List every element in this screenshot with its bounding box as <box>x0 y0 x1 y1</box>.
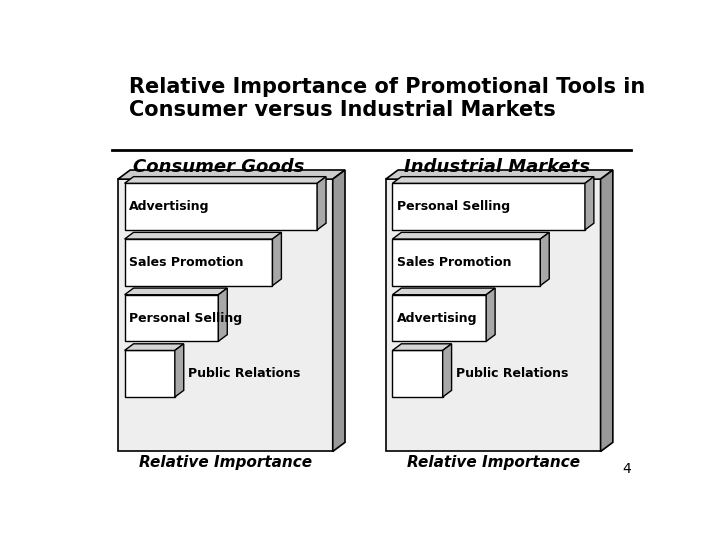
Polygon shape <box>333 170 345 451</box>
Text: Relative Importance: Relative Importance <box>139 455 312 470</box>
Text: Consumer Goods: Consumer Goods <box>132 158 304 177</box>
Polygon shape <box>125 183 317 230</box>
Polygon shape <box>125 288 228 295</box>
Polygon shape <box>125 177 326 183</box>
Polygon shape <box>392 177 594 183</box>
Polygon shape <box>386 170 613 179</box>
Polygon shape <box>392 350 443 397</box>
Text: Public Relations: Public Relations <box>188 367 300 380</box>
Polygon shape <box>392 295 486 341</box>
Text: Sales Promotion: Sales Promotion <box>129 256 243 269</box>
Polygon shape <box>392 183 585 230</box>
Polygon shape <box>486 288 495 341</box>
Polygon shape <box>600 170 613 451</box>
Text: Relative Importance of Promotional Tools in
Consumer versus Industrial Markets: Relative Importance of Promotional Tools… <box>129 77 645 120</box>
Text: Relative Importance: Relative Importance <box>407 455 580 470</box>
Polygon shape <box>125 232 282 239</box>
Polygon shape <box>392 239 540 286</box>
Polygon shape <box>392 344 451 350</box>
Polygon shape <box>392 288 495 295</box>
Polygon shape <box>317 177 326 230</box>
Text: Advertising: Advertising <box>129 200 210 213</box>
Polygon shape <box>125 344 184 350</box>
Polygon shape <box>272 232 282 286</box>
Text: Personal Selling: Personal Selling <box>129 312 242 325</box>
Text: Advertising: Advertising <box>397 312 477 325</box>
Polygon shape <box>175 344 184 397</box>
Text: Sales Promotion: Sales Promotion <box>397 256 511 269</box>
Polygon shape <box>125 239 272 286</box>
Polygon shape <box>540 232 549 286</box>
Text: Personal Selling: Personal Selling <box>397 200 510 213</box>
Polygon shape <box>118 170 345 179</box>
Text: Industrial Markets: Industrial Markets <box>404 158 590 177</box>
Polygon shape <box>125 295 218 341</box>
Polygon shape <box>218 288 228 341</box>
Polygon shape <box>118 179 333 451</box>
Text: Public Relations: Public Relations <box>456 367 568 380</box>
Polygon shape <box>392 232 549 239</box>
Polygon shape <box>585 177 594 230</box>
Text: 4: 4 <box>623 462 631 476</box>
Polygon shape <box>386 179 600 451</box>
Polygon shape <box>443 344 451 397</box>
Polygon shape <box>125 350 175 397</box>
